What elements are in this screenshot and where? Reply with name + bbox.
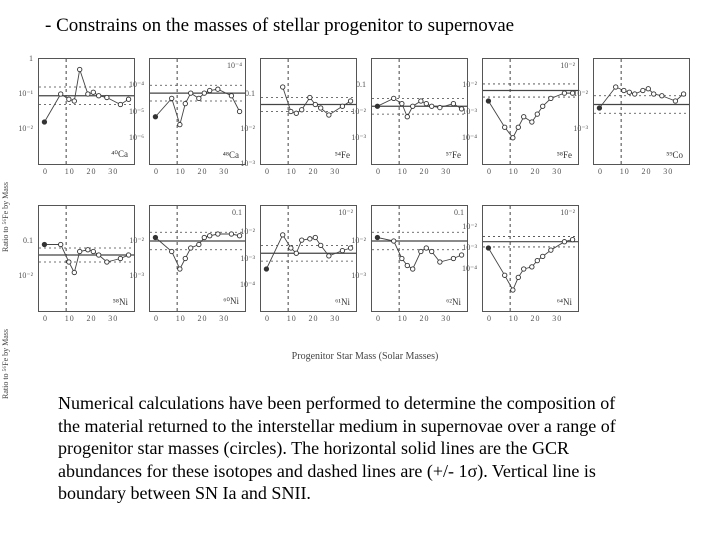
y-tick-labels: 0.110⁻²10⁻³ xyxy=(344,59,368,164)
y-tick-labels: 10⁻²10⁻³10⁻⁴ xyxy=(455,59,479,164)
y-tick-labels: 10⁻²10⁻³10⁻⁴ xyxy=(455,206,479,311)
y-axis-label: Ratio to ⁵⁶Fe by Mass xyxy=(1,311,15,416)
y-tick-labels: 10⁻²10⁻³ xyxy=(344,206,368,311)
chart-panel: ⁵⁸Fe10⁻²010203010⁻²10⁻³10⁻⁴ xyxy=(482,58,579,165)
x-tick-labels: 0102030 xyxy=(39,314,134,323)
x-tick-labels: 0102030 xyxy=(261,314,356,323)
x-tick-labels: 0102030 xyxy=(150,167,245,176)
chart-panel: ⁶¹Ni10⁻²010203010⁻²10⁻³10⁻⁴ xyxy=(260,205,357,312)
x-tick-labels: 0102030 xyxy=(39,167,134,176)
chart-panel: ⁶⁰Ni0.1010203010⁻²10⁻³ xyxy=(149,205,246,312)
chart-panel: ⁵⁸Ni01020300.110⁻²Ratio to ⁵⁶Fe by Mass xyxy=(38,205,135,312)
page-title: - Constrains on the masses of stellar pr… xyxy=(45,15,514,37)
x-tick-labels: 0102030 xyxy=(483,314,578,323)
isotope-label: ⁶⁴Ni xyxy=(557,297,572,307)
panel-annotation: 10⁻² xyxy=(560,208,575,217)
y-tick-labels: 10⁻⁴10⁻⁵10⁻⁶ xyxy=(122,59,146,164)
x-tick-labels: 0102030 xyxy=(483,167,578,176)
chart-panel: ⁵⁴Fe01020300.110⁻²10⁻³ xyxy=(260,58,357,165)
y-tick-labels: 0.110⁻²10⁻³ xyxy=(233,59,257,164)
x-axis-label: Progenitor Star Mass (Solar Masses) xyxy=(38,351,692,362)
chart-panel: ⁵⁷Fe01020300.110⁻²10⁻³ xyxy=(371,58,468,165)
chart-panel: ⁴⁰Ca0102030110⁻¹10⁻²Ratio to ⁵⁶Fe by Mas… xyxy=(38,58,135,165)
chart-panel: ⁵⁹Co010203010⁻²10⁻³ xyxy=(593,58,690,165)
x-tick-labels: 0102030 xyxy=(261,167,356,176)
isotope-label: ⁵⁹Co xyxy=(666,150,683,160)
y-tick-labels: 0.110⁻² xyxy=(11,206,35,311)
y-tick-labels: 10⁻²10⁻³ xyxy=(122,206,146,311)
chart-panel: ⁴⁸Ca10⁻⁴010203010⁻⁴10⁻⁵10⁻⁶ xyxy=(149,58,246,165)
chart-panel: ⁶⁴Ni10⁻²010203010⁻²10⁻³10⁻⁴ xyxy=(482,205,579,312)
y-tick-labels: 10⁻²10⁻³10⁻⁴ xyxy=(233,206,257,311)
y-tick-labels: 110⁻¹10⁻² xyxy=(11,59,35,164)
figure-grid: ⁴⁰Ca0102030110⁻¹10⁻²Ratio to ⁵⁶Fe by Mas… xyxy=(38,58,692,360)
chart-panel: ⁶²Ni0.1010203010⁻²10⁻³ xyxy=(371,205,468,312)
x-tick-labels: 0102030 xyxy=(594,167,689,176)
y-tick-labels: 10⁻²10⁻³ xyxy=(566,59,590,164)
figure-caption: Numerical calculations have been perform… xyxy=(58,392,638,505)
x-tick-labels: 0102030 xyxy=(372,314,467,323)
x-tick-labels: 0102030 xyxy=(372,167,467,176)
x-tick-labels: 0102030 xyxy=(150,314,245,323)
